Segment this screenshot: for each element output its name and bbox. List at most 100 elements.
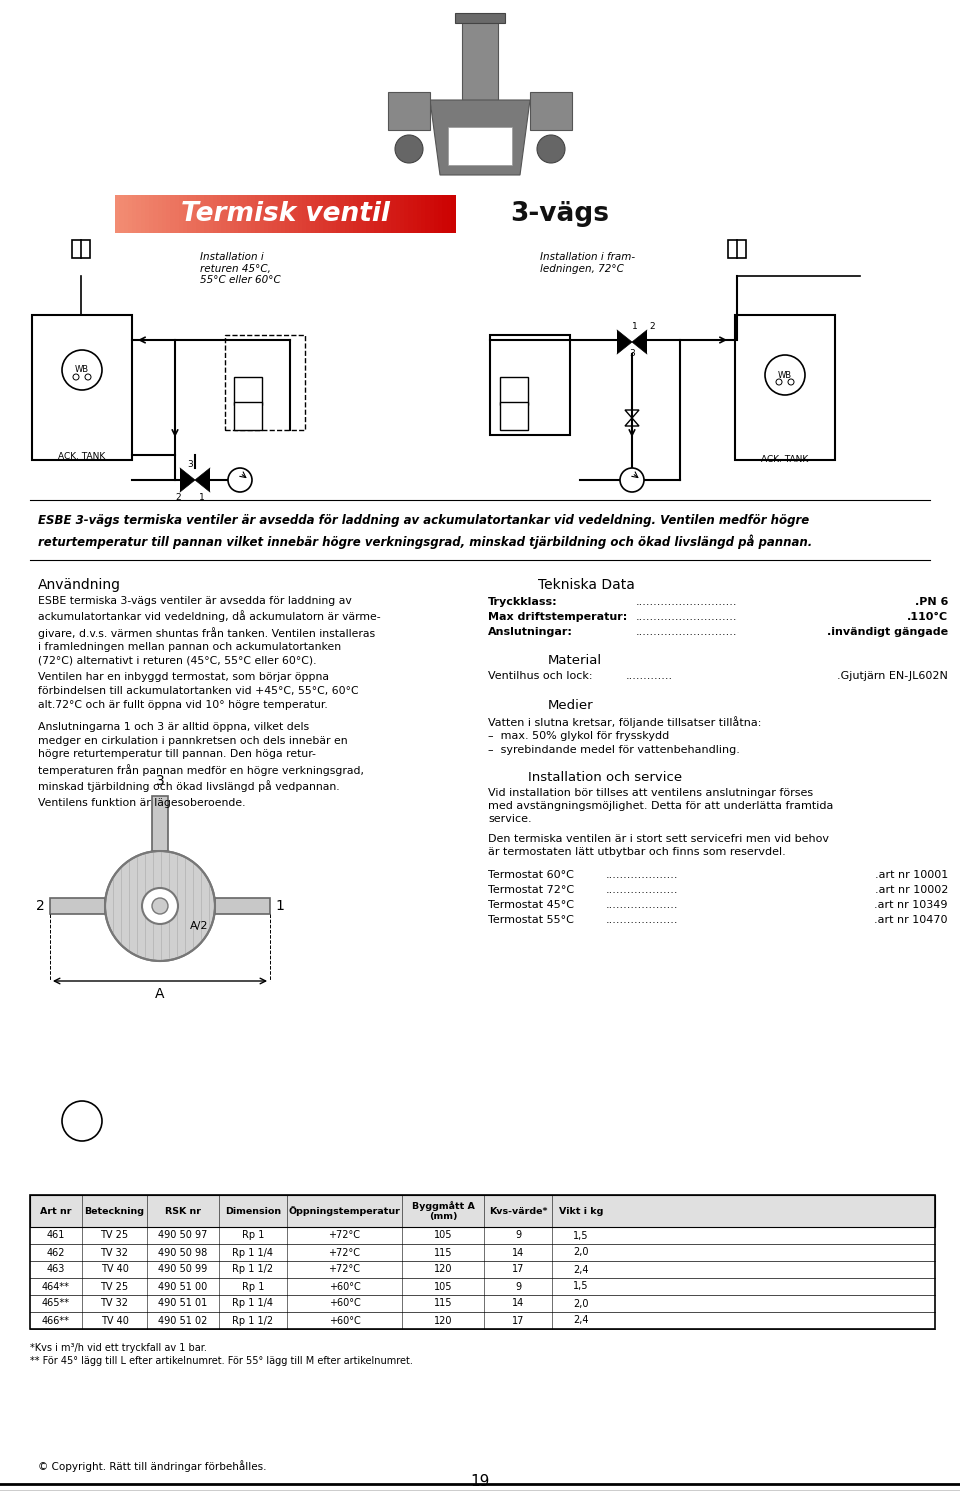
Text: Den termiska ventilen är i stort sett servicefri men vid behov
är termostaten lä: Den termiska ventilen är i stort sett se…	[488, 833, 829, 857]
Bar	[215, 898, 270, 914]
Text: .PN 6: .PN 6	[915, 596, 948, 607]
Text: 466**: 466**	[42, 1315, 70, 1325]
Bar	[728, 240, 746, 258]
Text: ESBE 3-vägs termiska ventiler är avsedda för laddning av ackumulatortankar vid v: ESBE 3-vägs termiska ventiler är avsedda…	[38, 514, 809, 526]
Text: +60°C: +60°C	[328, 1315, 360, 1325]
Bar	[183, 195, 188, 233]
Bar	[451, 195, 456, 233]
Text: RSK nr: RSK nr	[165, 1206, 201, 1215]
Text: Installation i
returen 45°C,
55°C eller 60°C: Installation i returen 45°C, 55°C eller …	[200, 252, 280, 285]
Bar	[417, 195, 422, 233]
Circle shape	[62, 350, 102, 391]
Text: WB: WB	[75, 365, 89, 374]
Circle shape	[105, 851, 215, 962]
Text: –  syrebindande medel för vattenbehandling.: – syrebindande medel för vattenbehandlin…	[488, 746, 740, 754]
Text: 1: 1	[275, 899, 284, 912]
Text: 9: 9	[515, 1281, 521, 1291]
Bar	[50, 898, 105, 914]
Text: 105: 105	[434, 1230, 452, 1241]
Text: Vatten i slutna kretsar, följande tillsatser tillåtna:: Vatten i slutna kretsar, följande tillsa…	[488, 716, 761, 728]
Bar	[285, 195, 290, 233]
Bar	[315, 195, 320, 233]
Text: Anslutningar:: Anslutningar:	[488, 628, 573, 637]
Text: ESBE termiska 3-vägs ventiler är avsedda för laddning av
ackumulatortankar vid v: ESBE termiska 3-vägs ventiler är avsedda…	[38, 596, 380, 666]
Polygon shape	[180, 468, 195, 492]
Text: 490 50 98: 490 50 98	[158, 1248, 207, 1257]
Text: 3: 3	[629, 349, 635, 358]
Bar	[353, 195, 358, 233]
Bar	[115, 195, 120, 233]
Text: 9: 9	[515, 1230, 521, 1241]
Text: 3-vägs: 3-vägs	[510, 201, 609, 227]
Text: 2: 2	[649, 322, 655, 331]
Text: 1: 1	[199, 494, 204, 502]
Bar	[276, 195, 281, 233]
Bar	[735, 315, 835, 461]
Bar	[161, 195, 167, 233]
Text: Byggmått A
(mm): Byggmått A (mm)	[412, 1200, 474, 1221]
Bar	[399, 195, 405, 233]
Bar	[226, 195, 230, 233]
Text: 2,0: 2,0	[573, 1299, 588, 1309]
Text: 3: 3	[187, 461, 193, 470]
Text: 490 51 01: 490 51 01	[158, 1299, 207, 1309]
Text: TV 40: TV 40	[101, 1264, 129, 1275]
Text: ....................: ....................	[606, 901, 679, 910]
Text: Termostat 60°C: Termostat 60°C	[488, 871, 574, 880]
Bar	[306, 195, 311, 233]
Text: 463: 463	[47, 1264, 65, 1275]
Text: 115: 115	[434, 1299, 452, 1309]
Text: 461: 461	[47, 1230, 65, 1241]
Text: 120: 120	[434, 1264, 452, 1275]
Text: TV 40: TV 40	[101, 1315, 129, 1325]
Circle shape	[395, 136, 423, 163]
Text: Ventilhus och lock:: Ventilhus och lock:	[488, 671, 592, 681]
Polygon shape	[625, 410, 639, 417]
Text: 19: 19	[470, 1475, 490, 1490]
Bar	[196, 195, 201, 233]
Text: ** För 45° lägg till L efter artikelnumret. För 55° lägg till M efter artikelnum: ** För 45° lägg till L efter artikelnumr…	[30, 1355, 413, 1366]
Text: Vikt i kg: Vikt i kg	[559, 1206, 603, 1215]
Bar	[327, 195, 333, 233]
Text: +60°C: +60°C	[328, 1281, 360, 1291]
Bar	[273, 195, 277, 233]
Text: TV 32: TV 32	[101, 1299, 129, 1309]
Bar	[251, 195, 256, 233]
Circle shape	[537, 136, 565, 163]
Bar	[30, 1194, 935, 1328]
Bar	[500, 377, 528, 406]
Bar	[255, 195, 260, 233]
Bar	[319, 195, 324, 233]
Polygon shape	[430, 100, 530, 174]
Bar	[446, 195, 452, 233]
Text: WB: WB	[778, 370, 792, 380]
Text: ....................: ....................	[606, 886, 679, 895]
Bar	[213, 195, 218, 233]
Bar	[362, 195, 367, 233]
Text: 462: 462	[47, 1248, 65, 1257]
Text: ............................: ............................	[636, 628, 737, 637]
Bar	[324, 195, 328, 233]
Polygon shape	[625, 417, 639, 426]
Text: 2,4: 2,4	[573, 1264, 588, 1275]
Text: Ventilen har en inbyggd termostat, som börjar öppna
förbindelsen till ackumulato: Ventilen har en inbyggd termostat, som b…	[38, 672, 359, 710]
Text: Termisk ventil: Termisk ventil	[180, 201, 390, 227]
Text: Anslutningarna 1 och 3 är alltid öppna, vilket dels
medger en cirkulation i pann: Anslutningarna 1 och 3 är alltid öppna, …	[38, 722, 364, 792]
Bar	[387, 195, 393, 233]
Bar	[191, 195, 197, 233]
Bar	[530, 92, 572, 130]
Bar	[264, 195, 269, 233]
Bar	[259, 195, 265, 233]
Polygon shape	[195, 468, 210, 492]
Bar	[187, 195, 193, 233]
Text: .art nr 10001: .art nr 10001	[875, 871, 948, 880]
Bar	[336, 195, 341, 233]
Text: TV 32: TV 32	[101, 1248, 129, 1257]
Text: Användning: Användning	[38, 579, 121, 592]
Text: 490 51 00: 490 51 00	[158, 1281, 207, 1291]
Bar	[152, 796, 168, 851]
Text: +72°C: +72°C	[328, 1264, 361, 1275]
Bar	[443, 195, 447, 233]
Text: 490 50 99: 490 50 99	[158, 1264, 207, 1275]
Text: Rp 1 1/2: Rp 1 1/2	[232, 1315, 274, 1325]
